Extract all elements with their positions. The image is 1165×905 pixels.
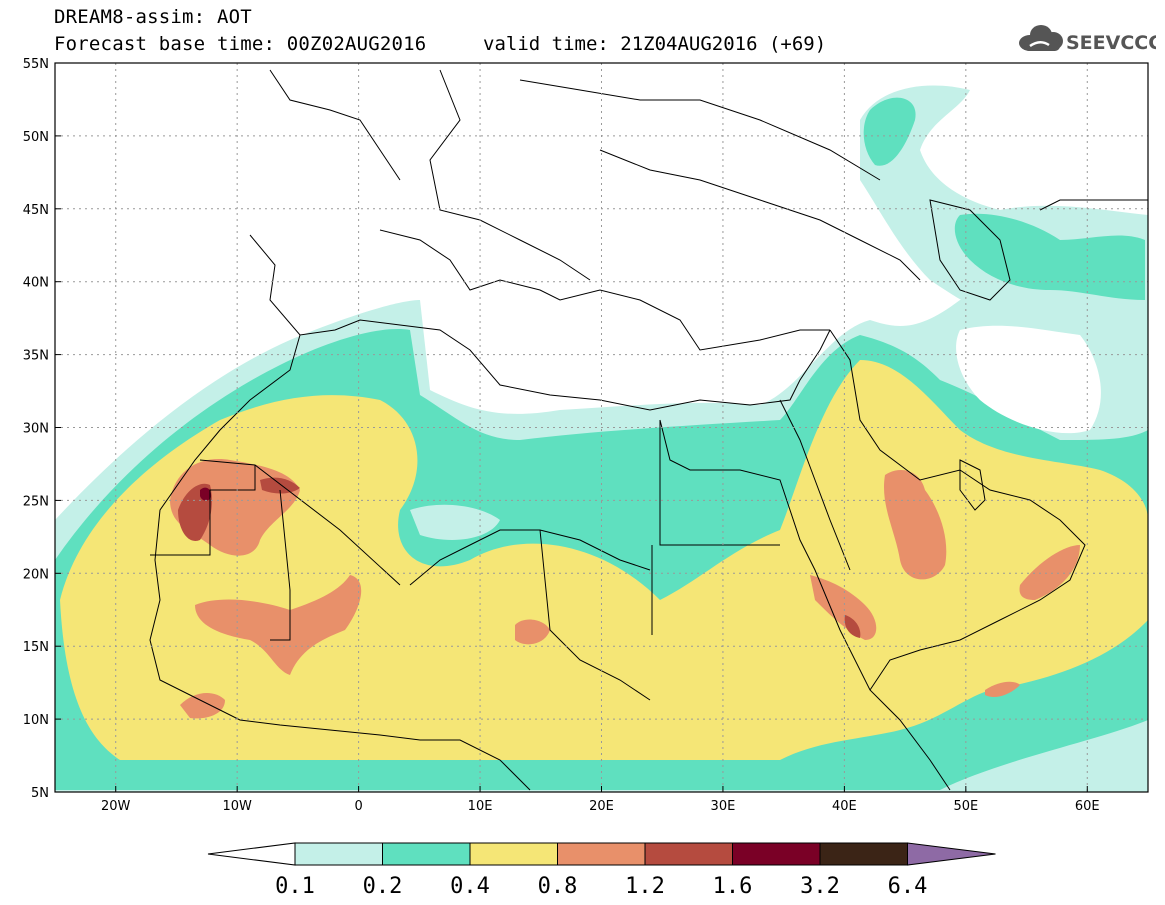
lat-tick-label: 50N [23, 130, 49, 145]
aot-contour-0-8-chad [515, 619, 550, 645]
aot-contour-1-2-east [260, 477, 300, 494]
aot-contour-0-8-senegal [180, 693, 225, 719]
aot-contour-1-2-eritrea [844, 615, 861, 638]
lat-tick-label: 35N [23, 349, 49, 364]
aot-contour-0-8-yemen [985, 681, 1020, 697]
aot-contour-0-8-mali [195, 575, 362, 675]
grid-lines [55, 63, 1148, 792]
colorbar-label: 0.2 [363, 874, 403, 899]
colorbar-bin [644, 842, 733, 866]
logo-text: SEEVCCC [1066, 32, 1156, 54]
aot-contour-0-8-eritrea [810, 575, 877, 640]
lon-tick-label: 50E [953, 799, 978, 814]
cloud-icon [1019, 25, 1063, 51]
lon-tick-label: 60E [1075, 799, 1100, 814]
aot-clear-iran [956, 325, 1101, 434]
lon-tick-label: 0 [354, 799, 362, 814]
colorbar-bin [557, 842, 646, 866]
colorbar: 0.1 0.2 0.4 0.8 1.2 1.6 3.2 6.4 [207, 842, 996, 899]
lat-tick-label: 55N [23, 57, 49, 72]
colorbar-label: 6.4 [888, 874, 928, 899]
colorbar-label: 1.6 [713, 874, 753, 899]
colorbar-bin [732, 842, 821, 866]
lat-tick-label: 45N [23, 203, 49, 218]
lon-axis: 20W 10W 0 10E 20E 30E 40E 50E 60E [101, 786, 1100, 814]
aot-contour-0-2-north [863, 97, 916, 166]
lon-tick-label: 20W [101, 799, 131, 814]
aot-clear-libya [410, 504, 500, 540]
lat-tick-label: 15N [23, 640, 49, 655]
seevccc-logo: SEEVCCC [1019, 25, 1156, 54]
colorbar-label: 0.8 [538, 874, 578, 899]
lat-tick-label: 25N [23, 494, 49, 509]
lon-tick-label: 10W [222, 799, 252, 814]
aot-contour-0-2-caspian [954, 213, 1145, 300]
lon-tick-label: 10E [468, 799, 493, 814]
lat-tick-label: 40N [23, 276, 49, 291]
lat-tick-label: 30N [23, 422, 49, 437]
aot-contour-0-8-saudi [883, 470, 947, 580]
colorbar-bin [294, 842, 383, 866]
colorbar-bin [382, 842, 471, 866]
lat-axis: 55N 50N 45N 40N 35N 30N 25N 20N 15N 10N 5N [23, 57, 61, 801]
colorbar-label: 1.2 [625, 874, 665, 899]
colorbar-label: 0.4 [450, 874, 490, 899]
lon-tick-label: 40E [832, 799, 857, 814]
lat-tick-label: 5N [31, 786, 49, 801]
forecast-base-time: Forecast base time: 00Z02AUG2016 [54, 33, 427, 55]
colorbar-bin [469, 842, 558, 866]
aot-contour-0-4 [60, 360, 1148, 760]
aot-contour-1-6 [200, 487, 212, 501]
colorbar-under-arrow [207, 842, 296, 866]
colorbar-label: 3.2 [800, 874, 840, 899]
lon-tick-label: 20E [589, 799, 614, 814]
lon-tick-label: 30E [711, 799, 736, 814]
colorbar-label: 0.1 [275, 874, 315, 899]
valid-time: valid time: 21Z04AUG2016 (+69) [483, 33, 827, 55]
coastlines [149, 69, 1148, 791]
colorbar-bin [819, 842, 908, 866]
aot-contour-0-8-oman [1019, 545, 1080, 600]
lat-tick-label: 20N [23, 567, 49, 582]
aot-clear-med [430, 300, 810, 387]
colorbar-over-arrow [907, 842, 996, 866]
chart-title: DREAM8-assim: AOT [54, 6, 252, 28]
lat-tick-label: 10N [23, 713, 49, 728]
